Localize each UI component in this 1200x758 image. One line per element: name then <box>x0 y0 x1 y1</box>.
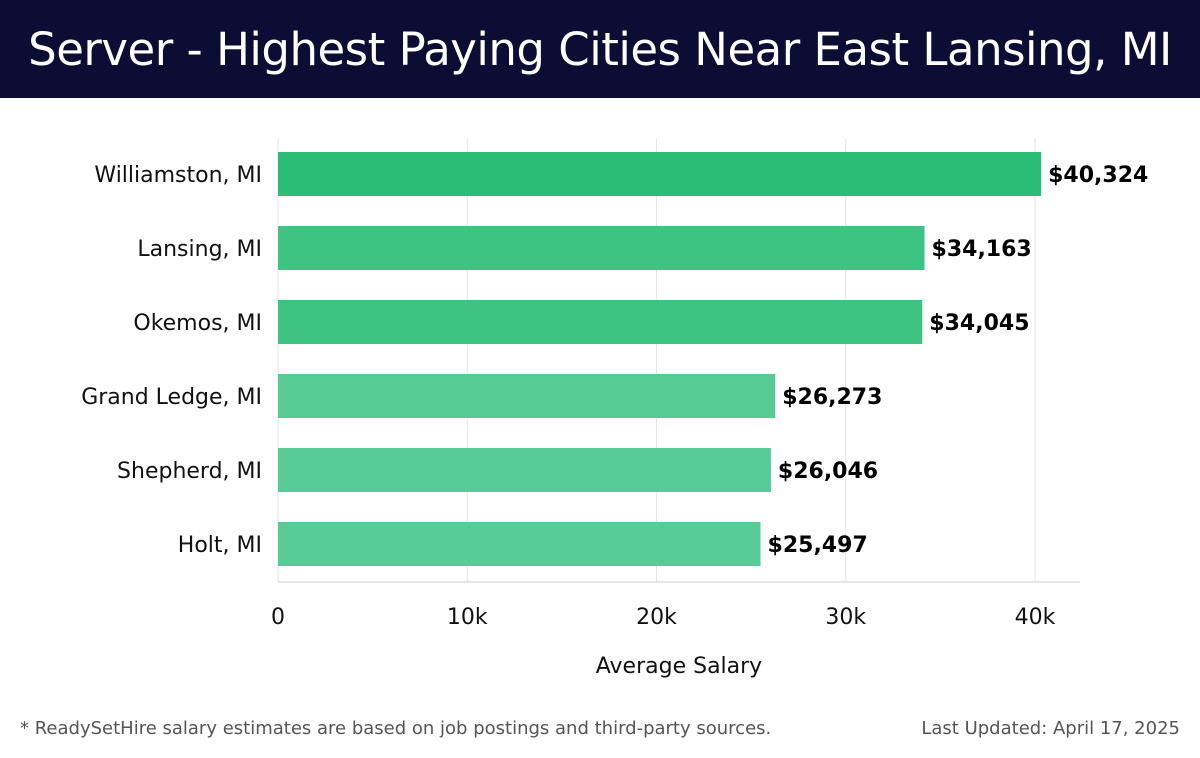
category-label: Williamston, MI <box>94 163 262 188</box>
footer: * ReadySetHire salary estimates are base… <box>0 716 1200 746</box>
x-tick-label: 10k <box>447 605 488 630</box>
x-axis-title: Average Salary <box>596 654 762 679</box>
bar <box>278 152 1042 196</box>
bar <box>278 448 771 492</box>
data-label: $34,045 <box>929 311 1029 336</box>
x-tick-label: 30k <box>825 605 866 630</box>
chart-title: Server - Highest Paying Cities Near East… <box>28 22 1172 76</box>
x-tick-label: 20k <box>636 605 677 630</box>
chart-header: Server - Highest Paying Cities Near East… <box>0 0 1200 98</box>
bar-chart: 0 10k 20k 30k 40k Williamston, MI $40,324 Lansi… <box>81 138 1148 679</box>
category-label: Shepherd, MI <box>117 459 262 484</box>
bar <box>278 300 923 344</box>
data-label: $34,163 <box>932 237 1032 262</box>
x-tick-label: 40k <box>1015 605 1056 630</box>
data-label: $26,273 <box>782 385 882 410</box>
bar <box>278 374 776 418</box>
category-label: Okemos, MI <box>133 311 262 336</box>
category-label: Lansing, MI <box>137 237 262 262</box>
category-label: Holt, MI <box>178 533 262 558</box>
data-label: $40,324 <box>1048 163 1148 188</box>
last-updated: Last Updated: April 17, 2025 <box>921 718 1180 739</box>
bar <box>278 522 761 566</box>
x-tick-label: 0 <box>271 605 285 630</box>
category-label: Grand Ledge, MI <box>81 385 262 410</box>
data-label: $25,497 <box>768 533 868 558</box>
data-label: $26,046 <box>778 459 878 484</box>
footnote: * ReadySetHire salary estimates are base… <box>20 718 772 739</box>
bar <box>278 226 925 270</box>
